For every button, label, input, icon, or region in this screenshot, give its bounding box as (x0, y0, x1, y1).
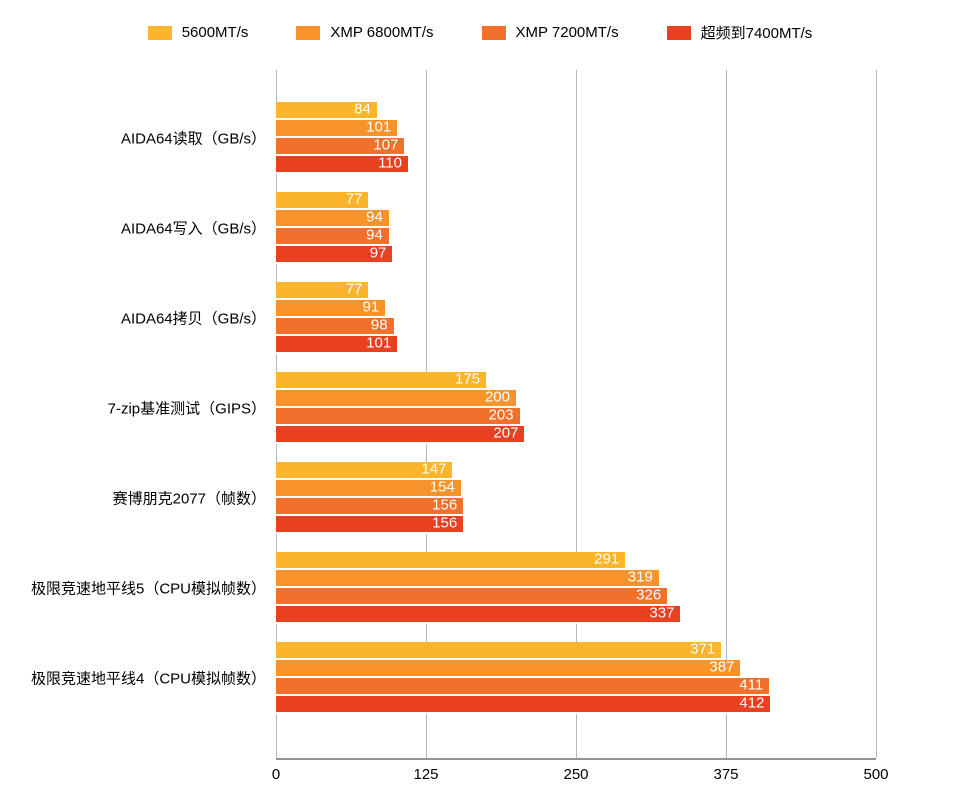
bar: 207 (276, 426, 524, 444)
legend-item: 超频到7400MT/s (667, 22, 813, 43)
bar: 101 (276, 336, 397, 354)
bar-value-label: 175 (455, 372, 480, 387)
bar-value-label: 411 (739, 678, 763, 693)
bar: 147 (276, 462, 452, 480)
bar-value-label: 156 (432, 498, 457, 513)
legend-label: XMP 7200MT/s (516, 24, 619, 41)
grid-line (876, 70, 877, 758)
bar-value-label: 207 (493, 426, 518, 441)
bar-value-label: 94 (366, 228, 383, 243)
bar: 97 (276, 246, 392, 264)
bar: 387 (276, 660, 740, 678)
bar-value-label: 203 (489, 408, 514, 423)
x-tick-label: 125 (413, 766, 438, 783)
bar: 371 (276, 642, 721, 660)
legend-swatch (482, 26, 506, 40)
x-axis (276, 758, 876, 760)
plot-area: 0125250375500AIDA64读取（GB/s）84101107110AI… (276, 70, 876, 758)
bar-value-label: 371 (690, 642, 715, 657)
legend-swatch (667, 26, 691, 40)
bar: 154 (276, 480, 461, 498)
bar: 98 (276, 318, 394, 336)
bar: 107 (276, 138, 404, 156)
bar: 291 (276, 552, 625, 570)
legend-item: XMP 6800MT/s (296, 24, 433, 41)
bar-value-label: 97 (370, 246, 387, 261)
category-label: 7-zip基准测试（GIPS） (108, 398, 276, 419)
legend-swatch (148, 26, 172, 40)
x-tick-label: 0 (272, 766, 280, 783)
bar-value-label: 98 (371, 318, 388, 333)
bar-value-label: 387 (709, 660, 734, 675)
bar-value-label: 337 (649, 606, 674, 621)
grid-line (726, 70, 727, 758)
bar: 412 (276, 696, 770, 714)
bar-value-label: 77 (346, 192, 363, 207)
category-label: AIDA64写入（GB/s） (121, 218, 276, 239)
bar: 77 (276, 282, 368, 300)
bar-value-label: 101 (366, 336, 391, 351)
bar: 91 (276, 300, 385, 318)
category-label: 赛博朋克2077（帧数） (113, 488, 276, 509)
bar: 203 (276, 408, 520, 426)
bar: 156 (276, 498, 463, 516)
bar-value-label: 291 (594, 552, 619, 567)
memory-benchmark-chart: 5600MT/s XMP 6800MT/s XMP 7200MT/s 超频到74… (0, 0, 960, 797)
bar-value-label: 326 (636, 588, 661, 603)
bar: 175 (276, 372, 486, 390)
bar-value-label: 200 (485, 390, 510, 405)
bar: 200 (276, 390, 516, 408)
bar-value-label: 107 (373, 138, 398, 153)
bar-value-label: 91 (363, 300, 380, 315)
bar: 326 (276, 588, 667, 606)
legend: 5600MT/s XMP 6800MT/s XMP 7200MT/s 超频到74… (0, 22, 960, 43)
bar: 94 (276, 210, 389, 228)
x-tick-label: 250 (563, 766, 588, 783)
bar: 110 (276, 156, 408, 174)
bar-value-label: 319 (628, 570, 653, 585)
category-label: AIDA64拷贝（GB/s） (121, 308, 276, 329)
legend-item: XMP 7200MT/s (482, 24, 619, 41)
bar-value-label: 94 (366, 210, 383, 225)
x-tick-label: 500 (863, 766, 888, 783)
bar-value-label: 412 (739, 696, 764, 711)
bar-value-label: 156 (432, 516, 457, 531)
legend-label: 5600MT/s (182, 24, 249, 41)
bar-value-label: 101 (366, 120, 391, 135)
category-label: 极限竞速地平线5（CPU模拟帧数） (31, 578, 276, 599)
bar-value-label: 147 (421, 462, 446, 477)
legend-item: 5600MT/s (148, 24, 249, 41)
x-tick-label: 375 (713, 766, 738, 783)
bar: 77 (276, 192, 368, 210)
bar: 411 (276, 678, 769, 696)
legend-label: 超频到7400MT/s (701, 22, 813, 43)
bar-value-label: 154 (430, 480, 455, 495)
bar: 337 (276, 606, 680, 624)
legend-swatch (296, 26, 320, 40)
bar-value-label: 84 (354, 102, 371, 117)
bar: 319 (276, 570, 659, 588)
category-label: AIDA64读取（GB/s） (121, 128, 276, 149)
bar-value-label: 77 (346, 282, 363, 297)
bar-value-label: 110 (378, 156, 402, 171)
bar: 101 (276, 120, 397, 138)
bar: 156 (276, 516, 463, 534)
legend-label: XMP 6800MT/s (330, 24, 433, 41)
category-label: 极限竞速地平线4（CPU模拟帧数） (31, 668, 276, 689)
bar: 94 (276, 228, 389, 246)
bar: 84 (276, 102, 377, 120)
